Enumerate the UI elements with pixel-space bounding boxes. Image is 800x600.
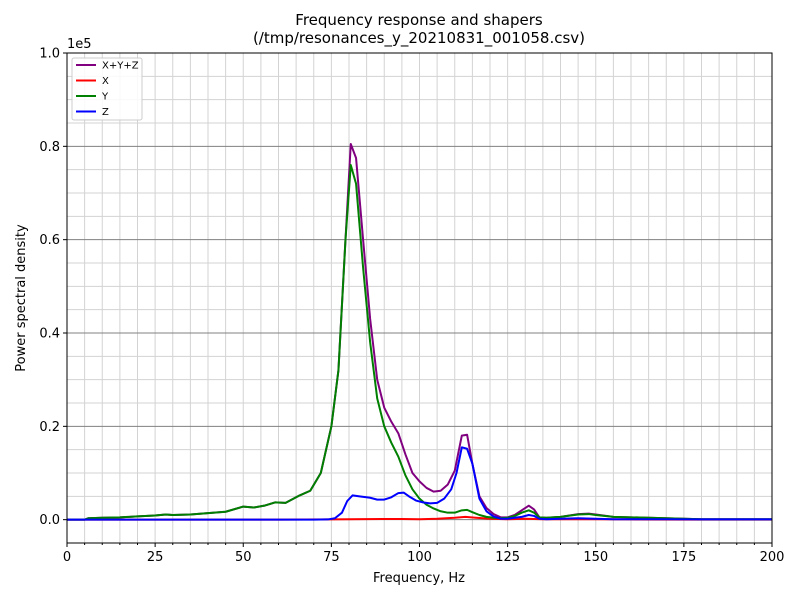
x-tick-label: 200 xyxy=(760,550,785,565)
x-tick-label: 125 xyxy=(495,550,520,565)
legend-entry-label: Z xyxy=(102,107,109,118)
legend-entry-label: X+Y+Z xyxy=(102,61,139,72)
axis-ticks: 0 25 50 75 100 125 150 175 200 0.0 0.2 0.4 0.6 0.8 1.0 xyxy=(39,47,784,566)
x-axis-label: Frequency, Hz xyxy=(373,571,465,586)
x-tick-label: 0 xyxy=(63,550,71,565)
legend-entry-label: Y xyxy=(101,92,109,103)
y-tick-label: 0.0 xyxy=(39,513,60,528)
x-tick-label: 150 xyxy=(583,550,608,565)
minor-grid xyxy=(67,53,772,544)
chart-title: Frequency response and shapers xyxy=(295,11,543,29)
y-axis-label: Power spectral density xyxy=(14,224,29,372)
legend-entry-label: X xyxy=(102,76,109,87)
x-tick-label: 175 xyxy=(671,550,696,565)
series-layer xyxy=(67,143,772,521)
series-line-y xyxy=(67,164,772,521)
x-tick-label: 25 xyxy=(147,550,164,565)
legend-box xyxy=(71,57,143,121)
y-tick-label: 0.4 xyxy=(39,327,60,342)
y-offset-label: 1e5 xyxy=(67,37,92,52)
series-line-z xyxy=(67,446,772,521)
y-tick-label: 0.6 xyxy=(39,233,60,248)
x-tick-label: 50 xyxy=(235,550,252,565)
y-tick-label: 0.2 xyxy=(39,420,60,435)
y-tick-label: 0.8 xyxy=(39,140,60,155)
legend: X+Y+Z XYZ xyxy=(71,57,143,121)
y-tick-label: 1.0 xyxy=(39,47,60,62)
x-tick-label: 75 xyxy=(323,550,340,565)
chart-subtitle: (/tmp/resonances_y_20210831_001058.csv) xyxy=(253,29,585,48)
x-tick-label: 100 xyxy=(407,550,432,565)
